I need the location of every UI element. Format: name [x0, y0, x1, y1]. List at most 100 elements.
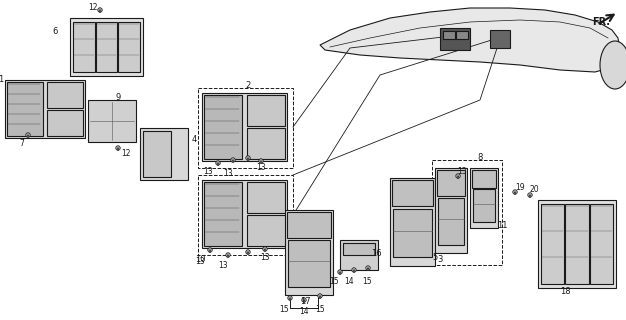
Polygon shape: [289, 298, 290, 300]
Text: 13: 13: [457, 167, 467, 177]
Polygon shape: [319, 296, 321, 299]
Bar: [47, 110, 83, 136]
Text: 15: 15: [315, 305, 325, 314]
Bar: [247, 182, 285, 213]
Circle shape: [246, 250, 250, 254]
Bar: [435, 168, 467, 253]
Bar: [202, 180, 287, 248]
Bar: [473, 189, 495, 222]
Text: 15: 15: [329, 276, 339, 285]
Bar: [443, 31, 455, 39]
Bar: [470, 168, 498, 228]
Bar: [247, 95, 285, 126]
Circle shape: [263, 247, 267, 251]
Bar: [143, 131, 171, 177]
Polygon shape: [209, 250, 211, 252]
Circle shape: [259, 159, 264, 163]
Text: 15: 15: [279, 305, 289, 314]
Polygon shape: [320, 8, 620, 72]
Polygon shape: [367, 268, 369, 270]
Text: 12: 12: [121, 148, 131, 157]
Text: 10: 10: [195, 255, 205, 265]
Bar: [202, 93, 287, 161]
Circle shape: [456, 174, 460, 178]
Bar: [287, 212, 331, 237]
Bar: [392, 180, 433, 206]
Circle shape: [98, 8, 102, 12]
Text: 4: 4: [192, 135, 197, 145]
Text: 3: 3: [438, 255, 443, 265]
Circle shape: [288, 296, 292, 300]
Text: 13: 13: [223, 169, 233, 178]
Bar: [247, 215, 285, 246]
Bar: [198, 88, 293, 168]
Circle shape: [216, 161, 220, 165]
Text: 1: 1: [0, 76, 3, 84]
Circle shape: [231, 158, 235, 162]
Bar: [285, 210, 333, 295]
Circle shape: [318, 294, 322, 298]
Bar: [7, 82, 43, 136]
Text: 6: 6: [53, 28, 58, 36]
Text: 5: 5: [433, 253, 438, 262]
Circle shape: [226, 253, 230, 257]
Circle shape: [116, 146, 120, 150]
Bar: [472, 170, 496, 188]
Bar: [440, 28, 470, 50]
Text: 13: 13: [256, 164, 266, 172]
Text: 11: 11: [497, 220, 507, 229]
Polygon shape: [247, 252, 249, 254]
Bar: [96, 22, 117, 72]
Text: 17: 17: [300, 298, 310, 307]
Bar: [565, 204, 588, 284]
Bar: [538, 200, 616, 288]
Polygon shape: [353, 270, 355, 273]
Bar: [288, 240, 330, 286]
Polygon shape: [303, 300, 305, 302]
Text: 20: 20: [529, 186, 539, 195]
Bar: [437, 170, 465, 196]
Bar: [343, 243, 375, 255]
Bar: [340, 240, 378, 270]
Polygon shape: [457, 176, 459, 179]
Text: 2: 2: [245, 81, 250, 90]
Bar: [70, 18, 143, 76]
Circle shape: [26, 133, 30, 137]
Bar: [490, 30, 510, 48]
Polygon shape: [117, 148, 119, 150]
Text: FR.: FR.: [592, 17, 610, 27]
Polygon shape: [264, 249, 266, 252]
Circle shape: [366, 266, 370, 270]
Text: 13: 13: [260, 253, 270, 262]
Circle shape: [208, 248, 212, 252]
Bar: [432, 160, 502, 265]
Polygon shape: [217, 163, 218, 165]
Text: 14: 14: [344, 277, 354, 286]
Bar: [393, 209, 432, 257]
Bar: [456, 31, 468, 39]
Circle shape: [513, 190, 517, 194]
Bar: [198, 175, 293, 255]
Bar: [5, 80, 85, 138]
Text: 14: 14: [299, 307, 309, 316]
Bar: [118, 22, 140, 72]
Text: 13: 13: [218, 260, 228, 269]
Bar: [73, 22, 95, 72]
Bar: [541, 204, 564, 284]
Circle shape: [302, 298, 306, 302]
Ellipse shape: [600, 41, 626, 89]
Polygon shape: [100, 10, 101, 12]
Bar: [204, 182, 242, 246]
Text: 13: 13: [203, 166, 213, 175]
Polygon shape: [260, 161, 262, 164]
Circle shape: [338, 270, 342, 274]
Polygon shape: [529, 195, 531, 197]
Bar: [88, 100, 136, 142]
Text: 9: 9: [115, 92, 121, 101]
Text: 18: 18: [560, 287, 570, 297]
Polygon shape: [514, 192, 516, 195]
Circle shape: [528, 193, 532, 197]
Bar: [590, 204, 613, 284]
Polygon shape: [28, 135, 29, 138]
Bar: [140, 128, 188, 180]
